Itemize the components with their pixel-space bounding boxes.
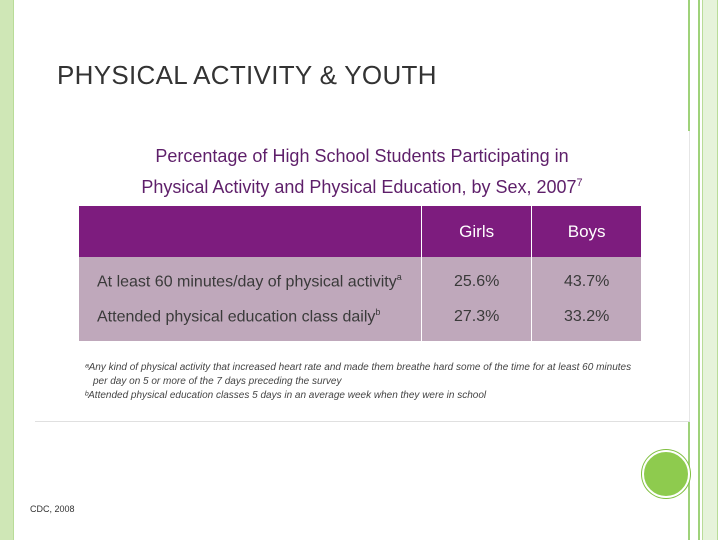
table-row: At least 60 minutes/day of physical acti… [79, 257, 641, 299]
header-girls: Girls [420, 206, 532, 257]
footnotes: ᵃAny kind of physical activity that incr… [85, 361, 665, 403]
table-row: Attended physical education class dailyb… [79, 299, 641, 341]
source-citation: CDC, 2008 [30, 504, 75, 514]
figure-title-line-1: Percentage of High School Students Parti… [155, 146, 569, 166]
footnote-a-cont: per day on 5 or more of the 7 days prece… [93, 376, 342, 387]
cell-girls: 25.6% [420, 257, 532, 299]
footnote-a: ᵃAny kind of physical activity that incr… [85, 362, 632, 373]
cell-girls: 27.3% [420, 299, 532, 341]
right-accent-bar [702, 0, 718, 540]
figure-title-ref: 7 [576, 177, 583, 189]
table-header-row: Girls Boys [79, 206, 641, 257]
row-label: Attended physical education class dailyb [79, 299, 422, 341]
data-table: Girls Boys At least 60 minutes/day of ph… [79, 206, 641, 341]
row-label: At least 60 minutes/day of physical acti… [79, 257, 422, 299]
slide-title: PHYSICAL ACTIVITY & YOUTH [57, 60, 437, 90]
figure-title-line-2: Physical Activity and Physical Education… [141, 177, 583, 197]
figure-image: Percentage of High School Students Parti… [35, 131, 690, 422]
cell-boys: 33.2% [531, 299, 641, 341]
decorative-circle [642, 450, 690, 498]
header-boys: Boys [531, 206, 641, 257]
header-blank [79, 206, 422, 257]
left-accent-bar [0, 0, 14, 540]
cell-boys: 43.7% [531, 257, 641, 299]
footnote-b: ᵇAttended physical education classes 5 d… [85, 390, 487, 401]
figure-title: Percentage of High School Students Parti… [35, 143, 689, 201]
